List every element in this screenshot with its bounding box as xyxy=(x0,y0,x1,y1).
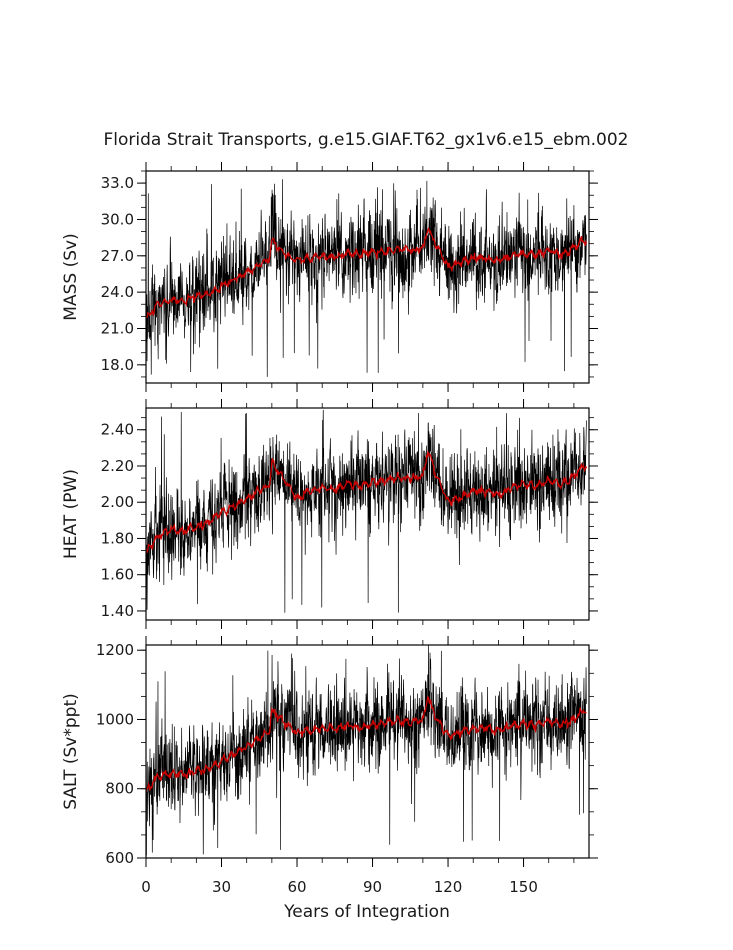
x-axis-title: Years of Integration xyxy=(283,902,450,922)
series-smooth-mass xyxy=(146,227,588,319)
panels-layer: 18.0 21.0 24.0 27.0 30.0 33.0 MASS (Sv) 1.40 1.6… xyxy=(61,162,598,896)
y-tick-label: 24.0 xyxy=(101,283,134,301)
series-raw-heat xyxy=(146,409,587,613)
y-tick-label: 800 xyxy=(105,780,134,798)
panel-frame-mass xyxy=(145,170,590,384)
y-tick-label: 600 xyxy=(105,849,134,867)
y-tick-label: 30.0 xyxy=(101,210,134,228)
series-raw-mass xyxy=(146,179,587,377)
panel-salt: 600 800 1000 1200 SALT (Sv*ppt) xyxy=(61,636,598,867)
y-tick-label: 33.0 xyxy=(101,174,134,192)
series-raw-salt xyxy=(146,645,587,856)
y-tick-label: 2.20 xyxy=(101,457,134,475)
x-tick-label: 30 xyxy=(212,878,231,896)
y-tick-label: 1200 xyxy=(96,641,134,659)
x-tick-label: 150 xyxy=(509,878,538,896)
y-axis-title-heat: HEAT (PW) xyxy=(61,469,81,559)
y-tick-label: 1.60 xyxy=(101,566,134,584)
y-axis-title-mass: MASS (Sv) xyxy=(61,233,81,320)
series-smooth-heat xyxy=(146,449,588,554)
y-tick-label: 18.0 xyxy=(101,356,134,374)
x-tick-label: 120 xyxy=(434,878,463,896)
y-tick-label: 21.0 xyxy=(101,319,134,337)
x-tick-label: 0 xyxy=(141,878,151,896)
panel-mass: 18.0 21.0 24.0 27.0 30.0 33.0 MASS (Sv) xyxy=(61,162,598,392)
panel-frame-salt xyxy=(145,644,590,859)
y-tick-label: 1.80 xyxy=(101,529,134,547)
x-tick-label: 90 xyxy=(363,878,382,896)
chart-title: Florida Strait Transports, g.e15.GIAF.T6… xyxy=(104,130,629,150)
y-tick-label: 2.40 xyxy=(101,421,134,439)
y-tick-label: 27.0 xyxy=(101,247,134,265)
panel-heat: 1.40 1.60 1.80 2.00 2.20 2.40 HEAT (PW) xyxy=(61,399,598,629)
x-tick-label: 60 xyxy=(287,878,306,896)
y-axis-title-salt: SALT (Sv*ppt) xyxy=(61,693,81,810)
y-tick-label: 1.40 xyxy=(101,602,134,620)
y-tick-label: 1000 xyxy=(96,710,134,728)
series-smooth-salt xyxy=(146,695,587,793)
y-tick-label: 2.00 xyxy=(101,493,134,511)
